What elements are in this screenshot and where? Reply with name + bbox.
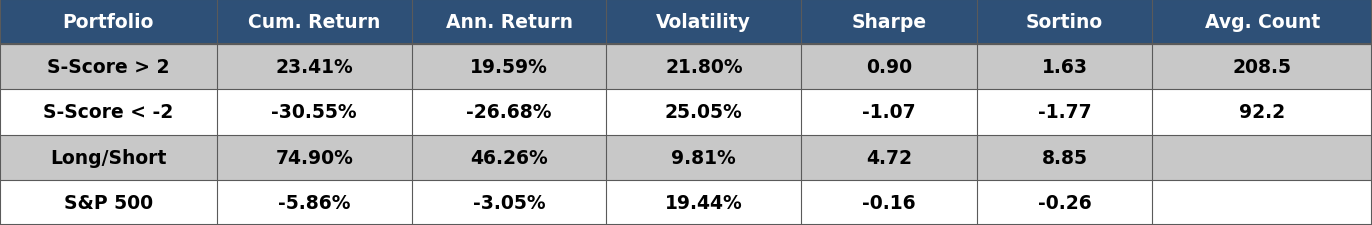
Bar xyxy=(801,135,977,180)
Bar xyxy=(217,90,412,135)
Bar xyxy=(1152,0,1372,45)
Text: -0.16: -0.16 xyxy=(862,193,916,212)
Bar xyxy=(977,0,1152,45)
Text: Long/Short: Long/Short xyxy=(51,148,166,167)
Bar xyxy=(606,0,801,45)
Text: -26.68%: -26.68% xyxy=(466,103,552,122)
Bar xyxy=(412,0,606,45)
Bar xyxy=(1152,180,1372,225)
Text: 1.63: 1.63 xyxy=(1041,58,1088,77)
Text: -0.26: -0.26 xyxy=(1037,193,1092,212)
Bar xyxy=(1152,135,1372,180)
Text: S-Score < -2: S-Score < -2 xyxy=(44,103,173,122)
Bar xyxy=(0,180,217,225)
Text: 46.26%: 46.26% xyxy=(471,148,547,167)
Bar xyxy=(1152,90,1372,135)
Text: Sortino: Sortino xyxy=(1026,13,1103,32)
Text: 4.72: 4.72 xyxy=(866,148,912,167)
Bar xyxy=(801,45,977,90)
Bar xyxy=(977,90,1152,135)
Text: -30.55%: -30.55% xyxy=(272,103,357,122)
Bar xyxy=(217,180,412,225)
Bar xyxy=(977,135,1152,180)
Text: 8.85: 8.85 xyxy=(1041,148,1088,167)
Text: 208.5: 208.5 xyxy=(1232,58,1292,77)
Bar xyxy=(0,0,217,45)
Text: -1.77: -1.77 xyxy=(1037,103,1092,122)
Bar xyxy=(217,45,412,90)
Bar xyxy=(801,90,977,135)
Text: Sharpe: Sharpe xyxy=(852,13,926,32)
Text: Cum. Return: Cum. Return xyxy=(248,13,380,32)
Text: 9.81%: 9.81% xyxy=(671,148,737,167)
Bar xyxy=(217,135,412,180)
Text: 19.44%: 19.44% xyxy=(665,193,742,212)
Bar xyxy=(606,135,801,180)
Bar xyxy=(412,45,606,90)
Bar xyxy=(1152,45,1372,90)
Bar xyxy=(412,180,606,225)
Text: Volatility: Volatility xyxy=(656,13,752,32)
Text: 23.41%: 23.41% xyxy=(276,58,353,77)
Bar xyxy=(412,135,606,180)
Text: -1.07: -1.07 xyxy=(862,103,916,122)
Text: 25.05%: 25.05% xyxy=(665,103,742,122)
Text: Avg. Count: Avg. Count xyxy=(1205,13,1320,32)
Bar xyxy=(0,45,217,90)
Bar xyxy=(606,45,801,90)
Text: 21.80%: 21.80% xyxy=(665,58,742,77)
Bar xyxy=(217,0,412,45)
Text: -3.05%: -3.05% xyxy=(473,193,545,212)
Text: Portfolio: Portfolio xyxy=(63,13,154,32)
Text: S&P 500: S&P 500 xyxy=(64,193,152,212)
Bar xyxy=(606,90,801,135)
Text: -5.86%: -5.86% xyxy=(279,193,350,212)
Text: 92.2: 92.2 xyxy=(1239,103,1286,122)
Bar xyxy=(801,180,977,225)
Bar xyxy=(0,135,217,180)
Bar xyxy=(412,90,606,135)
Text: Ann. Return: Ann. Return xyxy=(446,13,572,32)
Bar xyxy=(977,45,1152,90)
Text: 74.90%: 74.90% xyxy=(276,148,353,167)
Bar xyxy=(0,90,217,135)
Bar xyxy=(801,0,977,45)
Text: 19.59%: 19.59% xyxy=(471,58,547,77)
Text: S-Score > 2: S-Score > 2 xyxy=(47,58,170,77)
Bar xyxy=(606,180,801,225)
Text: 0.90: 0.90 xyxy=(866,58,912,77)
Bar xyxy=(977,180,1152,225)
